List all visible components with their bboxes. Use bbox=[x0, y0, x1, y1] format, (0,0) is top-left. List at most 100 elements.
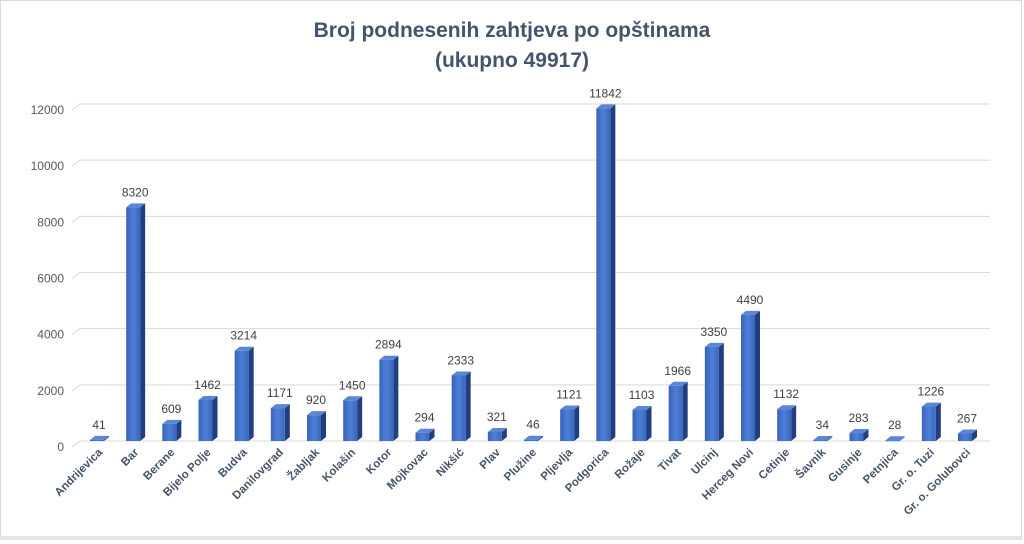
bar-7: 920 Žabljak bbox=[285, 393, 326, 483]
bar-1: 41 Andrijevica bbox=[53, 418, 109, 499]
x-category-label: Plužine bbox=[502, 447, 539, 484]
bar-front bbox=[813, 440, 828, 442]
data-label: 321 bbox=[487, 410, 507, 424]
data-label: 294 bbox=[414, 411, 434, 425]
bar-front bbox=[958, 433, 972, 441]
bar-side bbox=[212, 395, 218, 441]
data-label: 11842 bbox=[589, 86, 622, 100]
data-label: 283 bbox=[848, 411, 868, 425]
bar-3: 609 Berane bbox=[141, 402, 181, 483]
y-tick-label: 8000 bbox=[37, 215, 64, 229]
bar-side bbox=[465, 371, 471, 441]
x-category-label: Bar bbox=[119, 446, 141, 468]
bar-top bbox=[668, 381, 688, 386]
bar-side bbox=[393, 355, 399, 441]
chart-title-line-1: Broj podnesenih zahtjeva po opštinama bbox=[314, 19, 711, 42]
bar-top bbox=[379, 355, 399, 360]
x-category-label: Andrijevica bbox=[53, 446, 106, 499]
bar-top bbox=[234, 346, 254, 351]
data-label: 4490 bbox=[737, 293, 764, 307]
bar-side bbox=[248, 346, 254, 441]
bar-front bbox=[234, 350, 249, 441]
bar-front bbox=[885, 440, 900, 442]
y-tick-label: 2000 bbox=[37, 384, 64, 398]
bar-13: 46 Plužine bbox=[502, 418, 543, 484]
x-category-label: Žabljak bbox=[285, 446, 323, 484]
bar-side bbox=[791, 405, 797, 441]
bar-top bbox=[813, 436, 833, 441]
bar-front bbox=[668, 385, 683, 441]
bar-front bbox=[524, 439, 538, 441]
x-category-label: Šavnik bbox=[793, 446, 829, 482]
bar-top bbox=[560, 405, 580, 410]
bar-22: 283 Gusinje bbox=[826, 411, 869, 485]
bar-2: 8320 Bar bbox=[119, 185, 149, 468]
x-category-label: Kolašin bbox=[320, 447, 358, 485]
bar-21: 34 Šavnik bbox=[793, 418, 833, 482]
data-label: 1132 bbox=[773, 387, 799, 401]
bar-side bbox=[646, 406, 652, 441]
bar-front bbox=[921, 406, 936, 441]
data-label: 1226 bbox=[917, 385, 944, 399]
bar-top bbox=[126, 203, 146, 208]
bar-top bbox=[487, 427, 507, 432]
bar-front bbox=[632, 410, 647, 441]
bar-5: 3214 Budva bbox=[216, 329, 257, 480]
bar-front bbox=[90, 439, 104, 441]
bar-front bbox=[560, 409, 575, 441]
bar-side bbox=[284, 404, 290, 441]
x-category-label: Kotor bbox=[364, 446, 395, 477]
bar-side bbox=[176, 419, 182, 441]
gridline bbox=[71, 215, 990, 223]
bar-side bbox=[357, 396, 363, 441]
gridline bbox=[71, 440, 990, 448]
bar-front bbox=[198, 399, 213, 441]
bar-side bbox=[574, 405, 580, 441]
bar-front bbox=[849, 433, 864, 441]
y-tick-label: 4000 bbox=[37, 328, 64, 342]
bar-20: 1132 Cetinje bbox=[757, 387, 800, 482]
x-category-label: Cetinje bbox=[757, 447, 793, 483]
bar-side bbox=[429, 428, 435, 441]
bar-17: 1966 Tivat bbox=[656, 364, 691, 474]
data-label: 267 bbox=[957, 412, 977, 426]
gridline bbox=[71, 328, 990, 336]
bar-front bbox=[741, 314, 755, 441]
bar-top bbox=[524, 435, 543, 440]
bar-side bbox=[140, 203, 146, 441]
data-label: 1171 bbox=[267, 386, 293, 400]
bar-top bbox=[958, 429, 977, 434]
bar-top bbox=[741, 310, 760, 315]
bar-top bbox=[198, 395, 218, 400]
data-label: 1450 bbox=[339, 378, 366, 392]
bar-front bbox=[487, 431, 502, 441]
y-tick-label: 12000 bbox=[31, 103, 65, 117]
data-label: 3214 bbox=[230, 329, 257, 343]
data-label: 2333 bbox=[447, 353, 474, 367]
bar-front bbox=[307, 415, 321, 441]
data-label: 1121 bbox=[556, 388, 582, 402]
bar-front bbox=[596, 108, 611, 441]
bar-side bbox=[972, 429, 977, 441]
bar-8: 1450 Kolašin bbox=[320, 378, 365, 484]
x-category-label: Budva bbox=[216, 446, 250, 480]
data-label: 3350 bbox=[700, 325, 727, 339]
bar-front bbox=[270, 408, 285, 441]
x-category-label: Berane bbox=[141, 447, 177, 483]
data-label: 1103 bbox=[629, 388, 655, 402]
bar-side bbox=[104, 435, 109, 441]
bar-top bbox=[270, 404, 290, 409]
data-label: 41 bbox=[92, 418, 106, 432]
bar-front bbox=[162, 423, 177, 441]
chart-title-line-2: (ukupno 49917) bbox=[435, 49, 589, 72]
bar-front bbox=[126, 207, 141, 441]
bar-side bbox=[538, 435, 543, 441]
bar-top bbox=[777, 405, 797, 410]
data-label: 28 bbox=[888, 418, 902, 432]
x-category-label: Ulcinj bbox=[689, 447, 720, 478]
data-label: 34 bbox=[816, 418, 830, 432]
bar-11: 2333 Nikšić bbox=[434, 353, 474, 479]
